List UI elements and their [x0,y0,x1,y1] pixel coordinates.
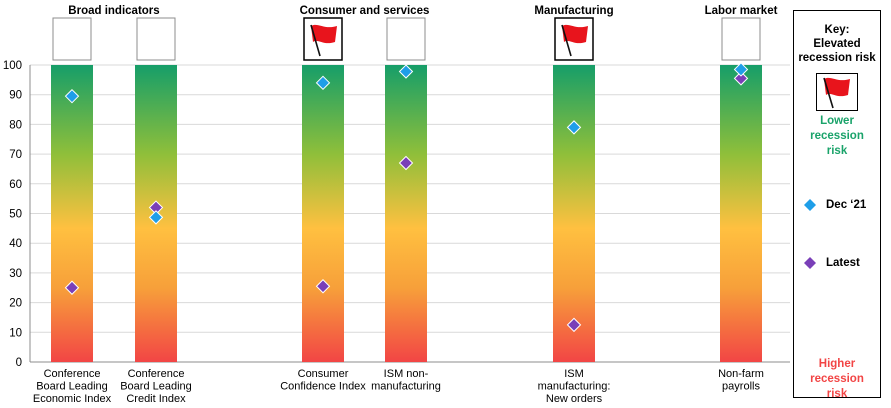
key-item-latest: Latest [804,257,860,269]
risk-bar [51,65,93,362]
y-tick-label: 0 [16,357,22,369]
key-flag-box [816,73,858,111]
y-tick-label: 20 [9,298,22,310]
key-title: Key: Elevated recession risk [798,24,876,64]
dec21-marker [148,210,164,225]
purple-diamond-icon [804,257,816,269]
category-label: Board Leading [36,381,108,393]
category-label: Confidence Index [280,381,366,393]
key-item-dec21: Dec ‘21 [804,199,866,211]
category-label: Conference [128,368,185,380]
risk-bar [385,65,427,362]
latest-marker [315,279,331,294]
y-tick-label: 80 [9,119,22,131]
blue-diamond-icon [804,199,816,211]
category-label: Board Leading [120,381,192,393]
group-header: Consumer and services [300,5,430,17]
indicator-box [386,17,426,61]
red-flag-icon [823,77,850,109]
latest-marker [398,155,414,171]
y-tick-label: 10 [9,327,22,339]
risk-bar [720,65,762,362]
y-tick-label: 60 [9,179,22,191]
flag-pole [561,24,572,57]
key-item-label: Dec ‘21 [826,199,867,211]
category-label: New orders [546,393,603,405]
flag-pole [310,24,321,57]
indicator-box [136,17,176,61]
dec21-marker [398,64,414,79]
y-tick-label: 90 [9,90,22,102]
y-tick-label: 50 [9,209,22,221]
risk-bar [302,65,344,362]
dec21-marker [566,120,582,135]
risk-bar [553,65,595,362]
y-tick-label: 70 [9,149,22,161]
group-header: Manufacturing [534,5,613,17]
latest-marker [733,71,749,86]
latest-marker [566,317,582,333]
category-label: Consumer [298,368,349,380]
group-header: Broad indicators [68,5,159,17]
key-item-label: Latest [826,257,860,269]
category-label: Non-farm [718,368,764,380]
group-header: Labor market [705,5,778,17]
dec21-marker [64,88,80,104]
legend-key: Key: Elevated recession risk Lower reces… [793,10,881,400]
y-tick-label: 100 [3,60,22,72]
category-label: ISM [564,368,584,380]
category-label: Credit Index [126,393,186,405]
dec21-marker [315,75,331,91]
red-flag-icon [562,24,588,44]
red-flag-icon [311,24,337,44]
category-label: Economic Index [33,393,112,405]
category-label: manufacturing [371,381,441,393]
category-label: Conference [44,368,101,380]
category-label: payrolls [722,381,760,393]
dec21-marker [733,62,749,77]
indicator-box [721,17,761,61]
key-lower-risk: Lower recession risk [810,115,864,157]
key-higher-risk: Higher recession risk [810,358,864,400]
category-label: ISM non- [384,368,429,380]
y-tick-label: 30 [9,268,22,280]
indicator-box [52,17,92,61]
latest-marker [64,280,80,295]
category-label: manufacturing: [538,381,611,393]
y-tick-label: 40 [9,238,22,250]
